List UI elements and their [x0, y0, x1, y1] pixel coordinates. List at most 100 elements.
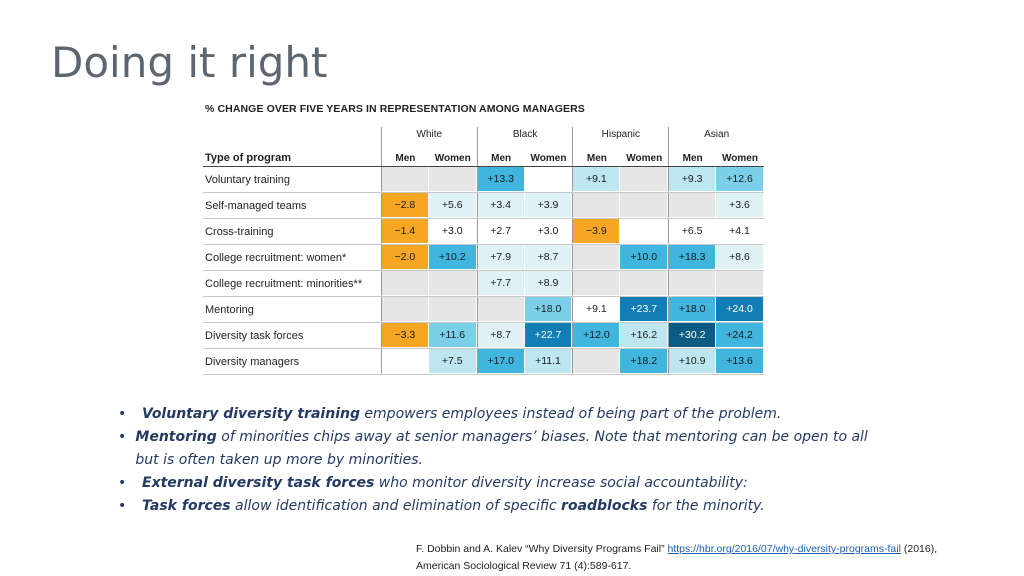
table-cell: −3.3	[380, 323, 429, 348]
table-cell	[620, 219, 669, 244]
table-cell: +8.7	[476, 323, 525, 348]
table-cell: +5.6	[428, 193, 477, 218]
group-black: Black	[476, 127, 573, 140]
table-cell: +11.1	[524, 349, 573, 374]
citation-line2: American Sociological Review 71 (4):589-…	[416, 560, 632, 572]
table-cell: +10.2	[428, 245, 477, 270]
row-label: Mentoring	[205, 303, 254, 316]
table-cell: +18.0	[668, 297, 717, 322]
table-cell: +13.6	[716, 349, 764, 374]
table-cell: +7.9	[476, 245, 525, 270]
table-cell: +9.1	[572, 297, 621, 322]
table-cell: +3.9	[524, 193, 573, 218]
table-row: Voluntary training +13.3 +9.1 +9.3 +12.6	[203, 167, 764, 193]
table-cell: +8.9	[524, 271, 573, 296]
group-hispanic: Hispanic	[572, 127, 668, 140]
table-row: Diversity managers +7.5 +17.0 +11.1 +18.2 +10…	[203, 349, 764, 375]
table-cell	[428, 167, 477, 192]
table-cell: +18.2	[620, 349, 669, 374]
table-cell	[620, 193, 669, 218]
table-cell: −2.0	[380, 245, 429, 270]
table-cell: +24.0	[716, 297, 764, 322]
table-cell: +12.6	[716, 167, 764, 192]
row-label: College recruitment: minorities**	[205, 277, 363, 290]
table-cell: +9.3	[668, 167, 717, 192]
table-cell	[524, 167, 573, 192]
bullet-item: • Voluntary diversity training empowers …	[118, 403, 878, 426]
bullet-text: Voluntary diversity training empowers em…	[142, 406, 782, 422]
table-cell: −3.9	[572, 219, 621, 244]
table-cell: +11.6	[428, 323, 477, 348]
row-label: Voluntary training	[205, 173, 290, 186]
table-cell	[572, 349, 621, 374]
table-cell: +18.3	[668, 245, 717, 270]
table-cell	[572, 193, 621, 218]
type-header: Type of program	[205, 152, 291, 164]
table-cell	[380, 271, 429, 296]
row-label: Self-managed teams	[205, 199, 307, 212]
table-cell	[620, 271, 669, 296]
table-cell: +17.0	[476, 349, 525, 374]
bullet-dot: •	[118, 429, 127, 445]
table-cell: +3.6	[716, 193, 764, 218]
bullet-text: Mentoring of minorities chips away at se…	[135, 429, 868, 468]
bullet-list: • Voluntary diversity training empowers …	[118, 403, 878, 518]
table-row: Self-managed teams −2.8 +5.6 +3.4 +3.9 +3.6	[203, 193, 764, 219]
table-cell: +18.0	[524, 297, 573, 322]
row-label: College recruitment: women*	[205, 251, 347, 264]
table-cell	[572, 271, 621, 296]
table-cell: +12.0	[572, 323, 621, 348]
table-cell: −2.8	[380, 193, 429, 218]
table-cell	[428, 271, 477, 296]
subheader: Women	[434, 153, 471, 164]
bullet-text: External diversity task forces who monit…	[142, 475, 748, 491]
table-row: College recruitment: minorities** +7.7 +8.…	[203, 271, 764, 297]
table-title: % CHANGE OVER FIVE YEARS IN REPRESENTATI…	[205, 103, 585, 115]
table-row: Mentoring +18.0 +9.1 +23.7 +18.0 +24.0	[203, 297, 764, 323]
table-row: College recruitment: women* −2.0 +10.2 +7.9…	[203, 245, 764, 271]
table-cell: +7.5	[428, 349, 477, 374]
group-asian: Asian	[668, 127, 764, 140]
table-cell	[620, 167, 669, 192]
table-cell: +2.7	[476, 219, 525, 244]
table-cell	[716, 271, 764, 296]
subheader: Men	[668, 140, 716, 166]
subheader: Women	[530, 153, 567, 164]
table-cell: +13.3	[476, 167, 525, 192]
subheader: Women	[626, 153, 663, 164]
bullet-item: • Task forces allow identification and e…	[118, 495, 878, 518]
table-cell: +3.0	[524, 219, 573, 244]
citation-link[interactable]: https://hbr.org/2016/07/why-diversity-pr…	[667, 543, 901, 555]
bullet-dot: •	[118, 406, 127, 422]
row-label: Diversity task forces	[205, 329, 304, 342]
bullet-dot: •	[118, 498, 127, 514]
table-cell: +8.6	[716, 245, 764, 270]
table-cell: +6.5	[668, 219, 717, 244]
table-cell: +10.0	[620, 245, 669, 270]
table-cell	[476, 297, 525, 322]
table-cell: +3.4	[476, 193, 525, 218]
table-cell	[668, 193, 717, 218]
table-body: Voluntary training +13.3 +9.1 +9.3 +12.6 Self…	[203, 167, 764, 375]
bullet-text: Task forces allow identification and eli…	[142, 498, 765, 514]
table-cell: +24.2	[716, 323, 764, 348]
table-cell	[668, 271, 717, 296]
subheader: Women	[722, 153, 758, 164]
table-cell	[380, 349, 429, 374]
table-cell: +4.1	[716, 219, 764, 244]
table-cell: −1.4	[380, 219, 429, 244]
table-cell: +10.9	[668, 349, 717, 374]
subheader: Men	[380, 140, 429, 166]
table-cell: +22.7	[524, 323, 573, 348]
table-cell: +8.7	[524, 245, 573, 270]
row-label: Cross-training	[205, 225, 274, 238]
table-cell: +23.7	[620, 297, 669, 322]
table-cell: +30.2	[668, 323, 717, 348]
table-cell	[572, 245, 621, 270]
row-label: Diversity managers	[205, 355, 300, 368]
subheader-row: Type of program Men Women Men Women Men …	[203, 140, 764, 167]
subheader: Men	[572, 140, 620, 166]
table-row: Diversity task forces −3.3 +11.6 +8.7 +22.7 +…	[203, 323, 764, 349]
table-cell: +9.1	[572, 167, 621, 192]
table-cell: +3.0	[428, 219, 477, 244]
